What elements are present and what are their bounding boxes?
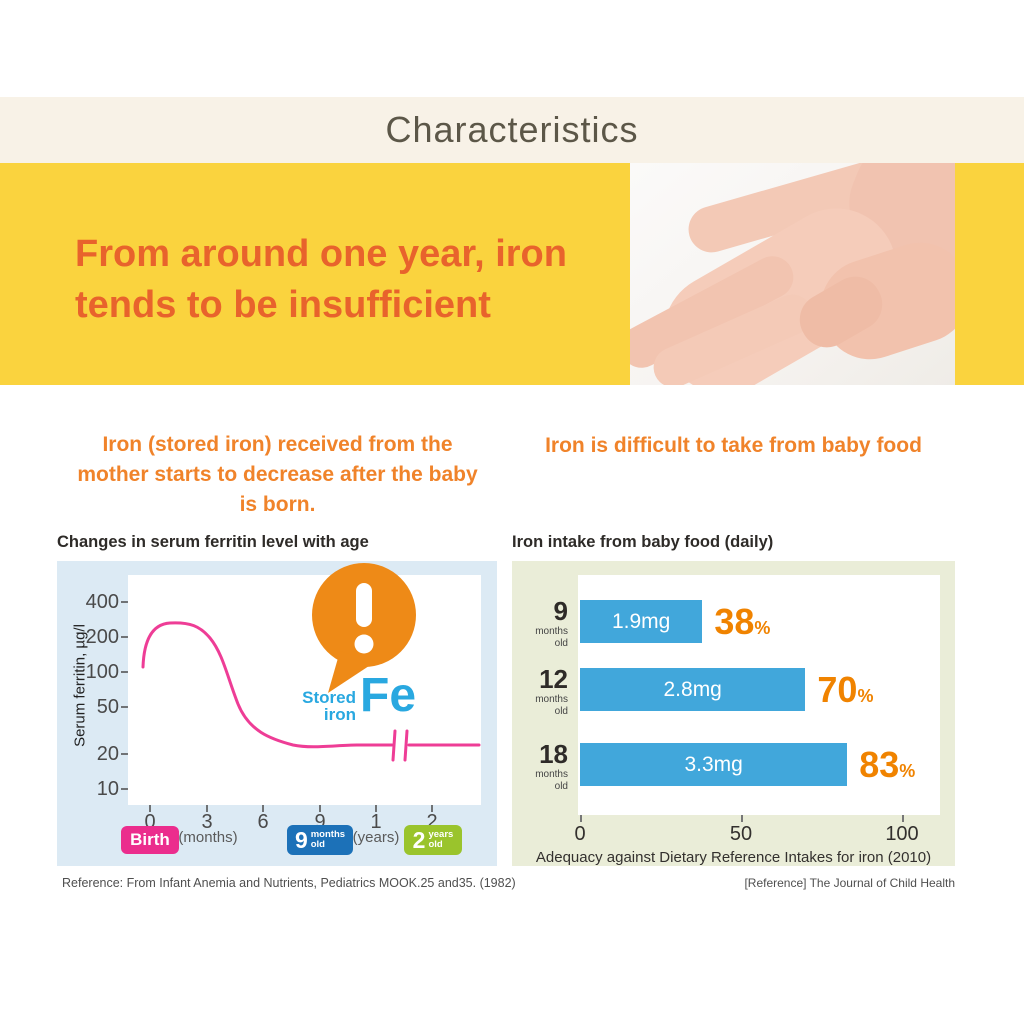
banner-headline: From around one year, iron tends to be i… bbox=[75, 229, 595, 331]
y-tick-50: 50 bbox=[96, 696, 119, 718]
months-unit-label: (months) bbox=[178, 829, 238, 846]
bar-pct-value: 70% bbox=[817, 668, 874, 710]
x-axis-tick bbox=[741, 815, 743, 822]
bar-mg-value: 2.8mg bbox=[663, 677, 722, 701]
left-heading-line1: Iron (stored iron) received from the bbox=[102, 433, 453, 456]
badge-number: 2 bbox=[412, 826, 426, 853]
y-tick-200: 200 bbox=[85, 626, 119, 648]
header-band: Characteristics bbox=[0, 97, 1024, 163]
badge-caption: years old bbox=[428, 830, 453, 850]
plot-area: 1.9mg 38% 2.8mg 70% 3.3mg 83% bbox=[578, 575, 940, 815]
fe-symbol: Fe bbox=[360, 669, 417, 722]
percent-sign: % bbox=[857, 685, 874, 706]
badge-caption-line2: old bbox=[310, 839, 325, 850]
plot-area bbox=[128, 575, 481, 805]
bar-9-months: 1.9mg bbox=[580, 600, 703, 643]
age-caption-line2: old bbox=[554, 780, 568, 792]
y-tick-400: 400 bbox=[85, 591, 119, 613]
badge-caption: months old bbox=[311, 830, 345, 850]
banner-headline-line1: From around one year, iron bbox=[75, 233, 567, 275]
y-tick-10: 10 bbox=[96, 778, 119, 800]
bar-pct-value: 38% bbox=[714, 600, 771, 642]
exclamation-bar-icon bbox=[356, 583, 372, 627]
percent-sign: % bbox=[754, 617, 771, 638]
years-unit-label: (years) bbox=[352, 829, 400, 846]
percent-sign: % bbox=[899, 760, 916, 781]
left-chart-reference: Reference: From Infant Anemia and Nutrie… bbox=[62, 876, 516, 890]
badge-caption-line1: years bbox=[428, 829, 454, 841]
x-axis-caption: Adequacy against Dietary Reference Intak… bbox=[535, 849, 932, 866]
two-years-badge: 2 years old bbox=[404, 825, 462, 855]
birth-badge: Birth bbox=[121, 826, 179, 854]
age-label-18-months: 18 months old bbox=[512, 741, 572, 792]
banner-headline-line2: tends to be insufficient bbox=[75, 283, 491, 326]
x-tick-1y: 1 bbox=[370, 811, 382, 833]
ferritin-curve bbox=[141, 621, 394, 749]
iron-intake-chart-panel: 1.9mg 38% 2.8mg 70% 3.3mg 83% bbox=[512, 561, 955, 866]
age-number: 12 bbox=[539, 664, 568, 694]
x-axis-ticks bbox=[149, 805, 433, 812]
stored-label: Stored bbox=[302, 688, 356, 707]
age-number: 18 bbox=[539, 739, 568, 769]
ferritin-chart-panel: Serum ferritin, µg/l 400 200 100 50 20 1… bbox=[57, 561, 497, 866]
iron-label: iron bbox=[323, 705, 356, 724]
bar-row-9-months: 1.9mg 38% bbox=[580, 600, 770, 643]
age-caption-line2: old bbox=[554, 637, 568, 649]
banner: From around one year, iron tends to be i… bbox=[0, 163, 1024, 385]
x-tick-2y: 2 bbox=[426, 811, 438, 833]
age-caption-line1: months bbox=[535, 626, 568, 637]
x-tick-0: 0 bbox=[144, 811, 156, 833]
iron-intake-chart-title: Iron intake from baby food (daily) bbox=[512, 533, 774, 551]
y-tick-100: 100 bbox=[85, 661, 119, 683]
x-axis-tick bbox=[902, 815, 904, 822]
nine-months-badge: 9 months old bbox=[287, 825, 353, 855]
x-tick-9: 9 bbox=[314, 811, 326, 833]
bar-pct-value: 83% bbox=[859, 743, 916, 785]
age-label-9-months: 9 months old bbox=[512, 598, 572, 649]
ferritin-chart-canvas bbox=[121, 563, 481, 812]
age-number: 9 bbox=[553, 596, 568, 626]
x-tick-6: 6 bbox=[257, 811, 269, 833]
y-tick-20: 20 bbox=[96, 743, 119, 765]
alert-bubble-icon bbox=[312, 563, 416, 693]
pct-number: 70 bbox=[817, 668, 858, 710]
left-column-heading: Iron (stored iron) received from the mot… bbox=[40, 430, 515, 520]
x-tick-0: 0 bbox=[574, 823, 586, 845]
badge-caption-line1: months bbox=[310, 829, 346, 841]
page-title: Characteristics bbox=[385, 109, 639, 150]
x-axis-tick bbox=[580, 815, 582, 822]
bar-row-12-months: 2.8mg 70% bbox=[580, 668, 873, 711]
left-heading-line2: mother starts to decrease after the baby bbox=[77, 463, 478, 486]
badge-number: 9 bbox=[294, 826, 308, 853]
age-caption-line2: old bbox=[554, 705, 568, 717]
age-caption-line1: months bbox=[535, 769, 568, 780]
pct-number: 83 bbox=[859, 743, 900, 785]
y-axis-ticks bbox=[121, 601, 128, 790]
axis-break-icon bbox=[391, 729, 409, 762]
badge-caption-line2: old bbox=[428, 839, 443, 850]
age-label-12-months: 12 months old bbox=[512, 666, 572, 717]
ferritin-chart-title: Changes in serum ferritin level with age bbox=[57, 533, 369, 551]
pct-number: 38 bbox=[714, 600, 755, 642]
bar-row-18-months: 3.3mg 83% bbox=[580, 743, 915, 786]
x-tick-50: 50 bbox=[729, 823, 753, 845]
right-chart-reference: [Reference] The Journal of Child Health bbox=[744, 876, 955, 890]
x-tick-3: 3 bbox=[201, 811, 213, 833]
right-column-heading: Iron is difficult to take from baby food bbox=[545, 434, 922, 457]
hands-photo bbox=[630, 163, 955, 385]
bar-mg-value: 3.3mg bbox=[684, 752, 743, 776]
bar-12-months: 2.8mg bbox=[580, 668, 806, 711]
exclamation-dot-icon bbox=[354, 634, 374, 654]
age-caption-line1: months bbox=[535, 694, 568, 705]
bar-18-months: 3.3mg bbox=[580, 743, 848, 786]
x-tick-100: 100 bbox=[885, 823, 919, 845]
left-heading-line3: is born. bbox=[239, 493, 316, 516]
bar-mg-value: 1.9mg bbox=[611, 609, 671, 633]
